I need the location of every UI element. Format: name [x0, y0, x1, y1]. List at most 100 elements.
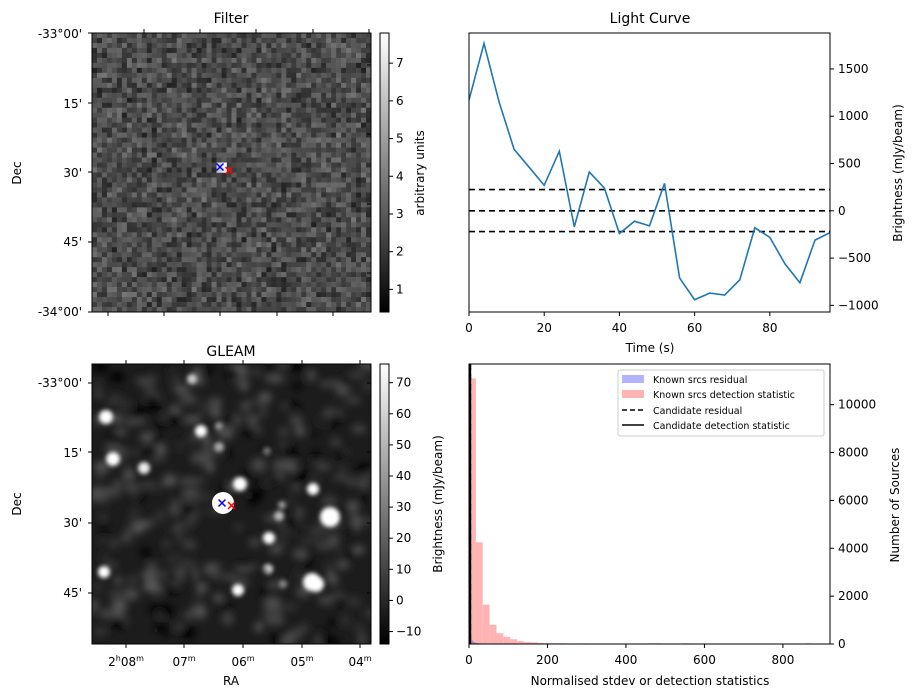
gleam-ytick-label: 15': [63, 446, 82, 460]
ytick-label: −500: [838, 251, 871, 265]
legend-label: Known srcs residual: [653, 375, 747, 386]
gleam-source: [232, 584, 244, 596]
filter-marker-blue: [215, 162, 225, 172]
gleam-source: [263, 567, 269, 573]
light-curve-thresholds: [469, 188, 830, 233]
light-curve-xticks: 0 20 40 60 80: [465, 312, 777, 335]
histogram-bar-residual: [472, 641, 475, 644]
light-curve-ylabel: Brightness (mJy/beam): [891, 104, 905, 242]
colorbar-tick-label: −10: [396, 625, 421, 639]
filter-ytick-label: 30': [63, 166, 82, 180]
ytick-label: 4000: [838, 541, 869, 555]
ytick-label: 1500: [838, 62, 869, 76]
filter-title: Filter: [214, 11, 249, 27]
gleam-ytick-label: 30': [63, 516, 82, 530]
filter-ytick-label: 15': [63, 97, 82, 111]
colorbar-tick-label: 7: [396, 56, 404, 70]
gleam-xlabel: RA: [223, 674, 240, 688]
histogram-bar-detection: [503, 636, 511, 644]
gleam-ticks: [88, 360, 371, 648]
filter-panel: Filter Dec -33°00' 15' 30' 45' -34°00' 1…: [10, 11, 427, 319]
histogram-bar-detection: [517, 641, 524, 644]
filter-source-pixel: [216, 167, 222, 173]
filter-colorbar-label: arbitrary units: [413, 130, 427, 216]
gleam-source: [138, 462, 150, 474]
gleam-source: [99, 410, 113, 424]
light-curve-title: Light Curve: [610, 11, 691, 27]
light-curve-frame: [468, 32, 831, 313]
light-curve-series: [469, 40, 830, 301]
gleam-image: [92, 364, 371, 644]
ytick-label: 8000: [838, 446, 869, 460]
ytick-label: 0: [838, 204, 846, 218]
filter-ylabel: Dec: [10, 161, 24, 184]
colorbar-tick-label: 60: [396, 407, 411, 421]
gleam-source: [98, 566, 110, 578]
gleam-source: [106, 452, 120, 466]
colorbar-tick-label: 6: [396, 94, 404, 108]
gleam-source: [307, 483, 319, 495]
xtick-label: 20: [537, 321, 552, 335]
gleam-ytick-label: -33°00': [38, 376, 82, 390]
colorbar-tick-label: 2: [396, 245, 404, 259]
xtick-label: 60: [687, 321, 702, 335]
gleam-source: [278, 501, 286, 509]
gleam-source: [187, 374, 197, 384]
colorbar-tick-label: 1: [396, 282, 404, 296]
xtick-label: 0: [465, 321, 473, 335]
colorbar-tick-label: 3: [396, 207, 404, 221]
histogram-panel: 0 200 400 600 800 0 2000 4000 6000 8000 10000 Nor…: [465, 363, 902, 688]
histogram-bar-detection: [510, 639, 518, 644]
filter-image: [92, 33, 371, 312]
gleam-source: [274, 511, 284, 521]
gleam-marker-blue: [217, 498, 227, 508]
histogram-bar-residual: [470, 640, 473, 644]
filter-marker-red: [224, 166, 234, 175]
filter-colorbar-ticks: 1 2 3 4 5 6 7: [389, 56, 404, 296]
filter-source-pixel: [221, 167, 227, 173]
gleam-xtick-label: 05m: [290, 654, 313, 669]
gleam-xtick-labels: 2h08m 07m 06m 05m 04m: [108, 654, 372, 669]
light-curve-yticks: −1000 −500 0 500 1000 1500: [830, 62, 879, 312]
histogram-bar-residual: [474, 642, 477, 644]
colorbar-tick-label: 4: [396, 169, 404, 183]
legend-label: Known srcs detection statistic: [653, 390, 795, 401]
histogram-ylabel: Number of Sources: [888, 448, 902, 563]
gleam-ytick-label: 45': [63, 586, 82, 600]
gleam-xtick-label: 06m: [231, 654, 254, 669]
xtick-label: 400: [615, 653, 638, 667]
gleam-ylabel: Dec: [10, 492, 24, 515]
gleam-source: [215, 422, 223, 430]
histogram-bar-detection: [523, 642, 531, 644]
xtick-label: 40: [612, 321, 627, 335]
legend-swatch-residual: [622, 375, 644, 383]
histogram-frame: [468, 363, 831, 645]
light-curve-xlabel: Time (s): [625, 341, 675, 355]
histogram-bar-detection: [530, 642, 538, 644]
ytick-label: 500: [838, 157, 861, 171]
filter-ytick-label: 45': [63, 235, 82, 249]
filter-ytick-label: -34°00': [38, 305, 82, 319]
colorbar-tick-label: 30: [396, 500, 411, 514]
xtick-label: 80: [762, 321, 777, 335]
light-curve-panel: Light Curve 0 20 40 60 80 −1000 −500 0 500 1000 1…: [465, 11, 905, 355]
histogram-xticks: 0 200 400 600 800: [465, 644, 794, 667]
legend-label: Candidate residual: [653, 406, 742, 417]
colorbar-tick-label: 20: [396, 531, 411, 545]
ytick-label: 0: [838, 637, 846, 651]
ytick-label: 1000: [838, 109, 869, 123]
colorbar-tick-label: 70: [396, 376, 411, 390]
histogram-yticks: 0 2000 4000 6000 8000 10000: [830, 398, 876, 651]
legend-label: Candidate detection statistic: [653, 421, 790, 432]
ytick-label: 10000: [838, 398, 876, 412]
gleam-xtick-label: 07m: [172, 654, 195, 669]
filter-ytick-label: -33°00': [38, 27, 82, 41]
histogram-bar-detection: [475, 542, 483, 644]
xtick-label: 600: [693, 653, 716, 667]
legend-frame: [617, 369, 825, 437]
colorbar-tick-label: 10: [396, 562, 411, 576]
xtick-label: 200: [536, 653, 559, 667]
gleam-xtick-label: 2h08m: [108, 654, 144, 669]
colorbar-tick-label: 50: [396, 438, 411, 452]
gleam-source: [263, 532, 275, 544]
